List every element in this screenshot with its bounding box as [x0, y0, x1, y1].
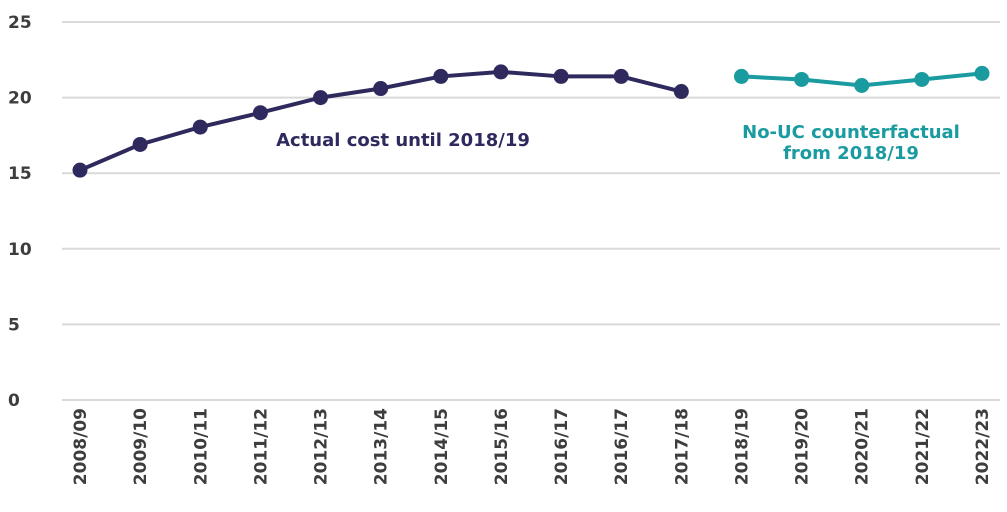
x-tick-label: 2019/20 [793, 408, 813, 485]
x-tick-label: 2015/16 [492, 408, 512, 485]
data-point [433, 68, 449, 84]
y-tick-label: 15 [8, 164, 32, 184]
data-point [373, 81, 389, 97]
x-tick-label: 2013/14 [372, 408, 392, 485]
x-tick-label: 2008/09 [71, 408, 91, 485]
data-point [252, 105, 268, 121]
x-tick-label: 2020/21 [853, 408, 873, 485]
x-tick-label: 2010/11 [191, 408, 211, 485]
data-point [733, 68, 749, 84]
x-tick-label: 2009/10 [131, 408, 151, 485]
x-tick-label: 2018/19 [732, 408, 752, 485]
data-point [553, 68, 569, 84]
data-point [974, 65, 990, 81]
x-tick-label: 2016/17 [552, 408, 572, 485]
x-tick-label: 2011/12 [251, 408, 271, 485]
series-label: Actual cost until 2018/19 [276, 130, 530, 151]
data-point [794, 71, 810, 87]
x-tick-label: 2012/13 [312, 408, 332, 485]
data-point [192, 119, 208, 135]
y-tick-label: 10 [8, 240, 32, 260]
x-tick-label: 2014/15 [432, 408, 452, 485]
y-tick-label: 5 [8, 315, 20, 335]
data-point [854, 78, 870, 94]
series-label: No-UC counterfactual [742, 122, 960, 143]
y-tick-label: 0 [8, 391, 20, 411]
x-tick-label: 2021/22 [913, 408, 933, 485]
x-tick-label: 2017/18 [672, 408, 692, 485]
y-tick-label: 25 [8, 13, 32, 33]
data-point [914, 71, 930, 87]
series-label: from 2018/19 [783, 143, 919, 164]
x-tick-label: 2016/17 [612, 408, 632, 485]
data-point [673, 84, 689, 100]
y-tick-label: 20 [8, 89, 32, 109]
data-point [132, 136, 148, 152]
data-point [72, 162, 88, 178]
x-tick-label: 2022/23 [973, 408, 993, 485]
data-point [613, 68, 629, 84]
data-point [313, 90, 329, 106]
data-point [493, 64, 509, 80]
